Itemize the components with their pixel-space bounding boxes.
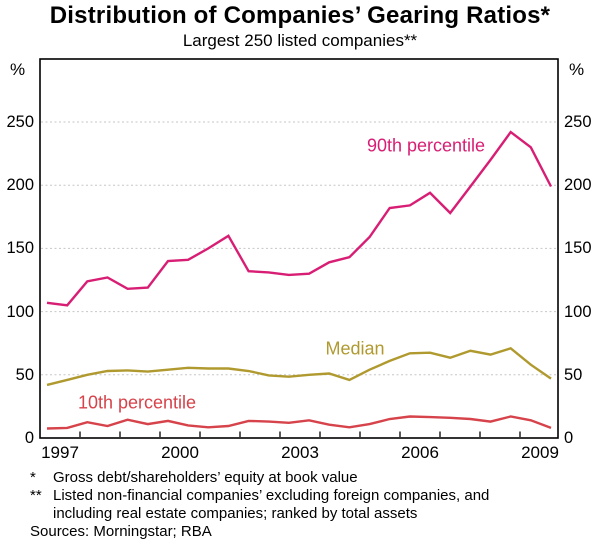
y-axis-label-left: 50 [15,366,34,384]
y-axis-label-left: 200 [6,176,34,194]
y-axis-unit-left: % [10,60,26,79]
y-axis-label-left: 100 [6,303,34,321]
y-axis-label-right: 50 [564,366,583,384]
y-axis-label-left: 250 [6,113,34,131]
y-axis-label-right: 250 [564,113,592,131]
y-axis-label-right: 0 [564,429,574,447]
x-axis-label: 2006 [401,443,439,462]
y-axis-label-left: 0 [24,429,34,447]
footnote-2-marker: ** [30,487,42,504]
x-axis-label: 2003 [281,443,319,462]
y-axis-label-left: 150 [6,239,34,257]
x-axis-label: 1997 [41,443,79,462]
y-axis-label-right: 150 [564,239,592,257]
series-label-median: Median [325,338,385,359]
series-label-10th-percentile: 10th percentile [77,392,197,413]
footnote-2-text: Listed non-financial companies’ excludin… [53,487,490,522]
y-axis-label-right: 100 [564,303,592,321]
footnote-2: ** Listed non-financial companies’ exclu… [30,487,550,523]
footnote-1-marker: * [30,469,36,486]
footnotes: * Gross debt/shareholders’ equity at boo… [30,469,550,540]
x-axis-label: 2000 [161,443,199,462]
x-axis-label: 2009 [521,443,559,462]
chart-title: Distribution of Companies’ Gearing Ratio… [49,2,551,29]
y-axis-unit-right: % [569,60,585,79]
sources-line: Sources: Morningstar; RBA [30,523,212,540]
chart-subtitle: Largest 250 listed companies** [182,31,418,50]
y-axis-label-right: 200 [564,176,592,194]
footnote-1-text: Gross debt/shareholders’ equity at book … [53,469,358,486]
footnote-1: * Gross debt/shareholders’ equity at boo… [30,469,550,487]
series-label-90th-percentile: 90th percentile [366,135,486,156]
